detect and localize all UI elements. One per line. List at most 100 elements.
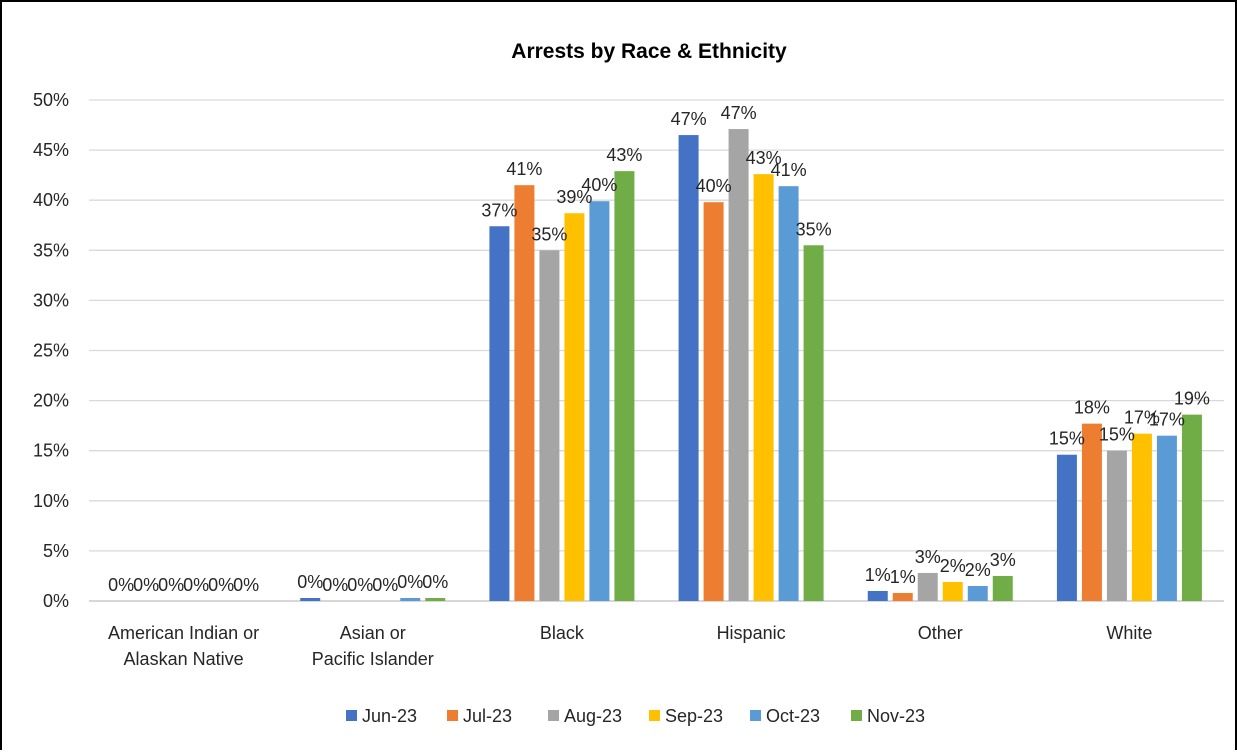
y-axis-ticks: 0% 5% 10% 15% 20% 25% 30% 35% 40% 45% 50%	[33, 90, 69, 611]
category-label: White	[1106, 623, 1152, 643]
bar	[967, 585, 988, 601]
legend-swatch	[851, 710, 862, 721]
bar	[703, 202, 724, 602]
category-labels: American Indian or Alaskan Native Asian or…	[108, 623, 1152, 669]
bar	[917, 572, 938, 601]
data-label: 35%	[531, 224, 567, 244]
data-label: 0%	[422, 572, 448, 592]
bars	[300, 129, 1202, 602]
data-label: 2%	[940, 556, 966, 576]
bar	[539, 250, 560, 602]
data-label: 18%	[1074, 398, 1110, 418]
bar	[778, 186, 799, 601]
data-label: 2%	[965, 560, 991, 580]
category-label: Black	[540, 623, 585, 643]
y-tick-label: 25%	[33, 341, 69, 361]
bar	[1181, 414, 1202, 601]
legend-label: Jun-23	[362, 706, 417, 726]
y-tick-label: 20%	[33, 391, 69, 411]
data-label: 43%	[606, 145, 642, 165]
y-tick-label: 0%	[43, 591, 69, 611]
data-label: 47%	[671, 109, 707, 129]
legend: Jun-23 Jul-23 Aug-23 Sep-23 Oct-23 Nov-23	[346, 706, 925, 726]
legend-swatch	[447, 710, 458, 721]
legend-swatch	[346, 710, 357, 721]
data-label: 0%	[133, 575, 159, 595]
legend-swatch	[750, 710, 761, 721]
data-label: 40%	[581, 175, 617, 195]
category-label: Pacific Islander	[312, 649, 434, 669]
y-tick-label: 45%	[33, 140, 69, 160]
data-label: 0%	[158, 575, 184, 595]
category-label: Hispanic	[717, 623, 786, 643]
legend-swatch	[649, 710, 660, 721]
bar	[1131, 433, 1152, 601]
y-tick-label: 30%	[33, 290, 69, 310]
category-label: Other	[918, 623, 963, 643]
data-label: 0%	[347, 575, 373, 595]
data-label: 0%	[372, 575, 398, 595]
bar	[514, 185, 535, 602]
data-label: 0%	[208, 575, 234, 595]
data-label: 39%	[556, 187, 592, 207]
data-label: 0%	[397, 572, 423, 592]
legend-label: Sep-23	[665, 706, 723, 726]
y-tick-label: 5%	[43, 541, 69, 561]
legend-label: Aug-23	[564, 706, 622, 726]
y-tick-label: 35%	[33, 240, 69, 260]
data-label: 41%	[506, 159, 542, 179]
y-tick-label: 40%	[33, 190, 69, 210]
bar	[1056, 454, 1077, 601]
data-label: 35%	[796, 219, 832, 239]
data-label: 0%	[297, 572, 323, 592]
y-tick-label: 50%	[33, 90, 69, 110]
bar	[728, 129, 749, 602]
data-label: 0%	[322, 575, 348, 595]
data-labels: 0% 0%37%47%1%15%0% 0%41%40%1%18%0% 0%35%47%…	[108, 103, 1210, 595]
bar	[300, 597, 321, 601]
data-label: 40%	[696, 176, 732, 196]
category-label: American Indian or	[108, 623, 259, 643]
bar	[400, 597, 421, 601]
data-label: 0%	[233, 575, 259, 595]
data-label: 15%	[1099, 425, 1135, 445]
data-label: 1%	[890, 567, 916, 587]
bar	[678, 135, 699, 601]
bar	[564, 213, 585, 601]
chart-title: Arrests by Race & Ethnicity	[511, 40, 787, 63]
bar	[589, 201, 610, 601]
bar	[803, 245, 824, 602]
data-label: 3%	[915, 547, 941, 567]
legend-swatch	[548, 710, 559, 721]
data-label: 0%	[108, 575, 134, 595]
data-label: 1%	[865, 565, 891, 585]
y-tick-label: 15%	[33, 441, 69, 461]
data-label: 17%	[1149, 410, 1185, 430]
bar	[942, 581, 963, 601]
data-label: 37%	[481, 200, 517, 220]
gridlines	[89, 99, 1224, 602]
legend-label: Jul-23	[463, 706, 512, 726]
bar	[1106, 450, 1127, 601]
data-label: 47%	[721, 103, 757, 123]
bar	[1156, 435, 1177, 601]
y-tick-label: 10%	[33, 491, 69, 511]
category-label: Asian or	[340, 623, 406, 643]
data-label: 41%	[771, 160, 807, 180]
bar	[753, 174, 774, 601]
bar	[1081, 423, 1102, 601]
data-label: 3%	[990, 550, 1016, 570]
category-label: Alaskan Native	[124, 649, 244, 669]
data-label: 15%	[1049, 429, 1085, 449]
bar	[614, 171, 635, 601]
data-label: 19%	[1174, 389, 1210, 409]
bar	[489, 226, 510, 601]
legend-label: Oct-23	[766, 706, 820, 726]
legend-label: Nov-23	[867, 706, 925, 726]
data-label: 17%	[1124, 408, 1160, 428]
data-label: 43%	[746, 148, 782, 168]
bar	[992, 575, 1013, 601]
data-label: 0%	[183, 575, 209, 595]
